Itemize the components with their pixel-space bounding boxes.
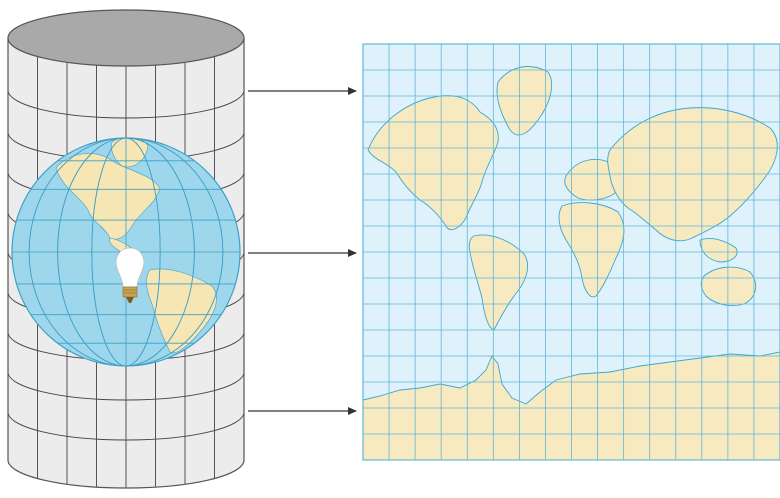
projection-arrows: [248, 87, 357, 415]
globe-outline: [11, 137, 241, 367]
cylinder-top: [7, 9, 245, 67]
cylinder-parallel-line: [7, 371, 245, 401]
map-border: [362, 43, 780, 461]
map-grid: [363, 44, 780, 460]
cylinder-parallel-line: [7, 89, 245, 119]
cylinder-outline: [7, 38, 245, 489]
light-bulb-icon: [115, 247, 145, 303]
map-land-europe: [564, 158, 621, 201]
map-land-greenland: [496, 66, 552, 136]
globe-land-greenland: [111, 138, 149, 168]
globe-land-south-america: [146, 268, 217, 354]
cylinder-parallel-line: [7, 411, 245, 441]
flat-world-map: [362, 43, 780, 461]
globe-land-north-america: [55, 153, 161, 240]
